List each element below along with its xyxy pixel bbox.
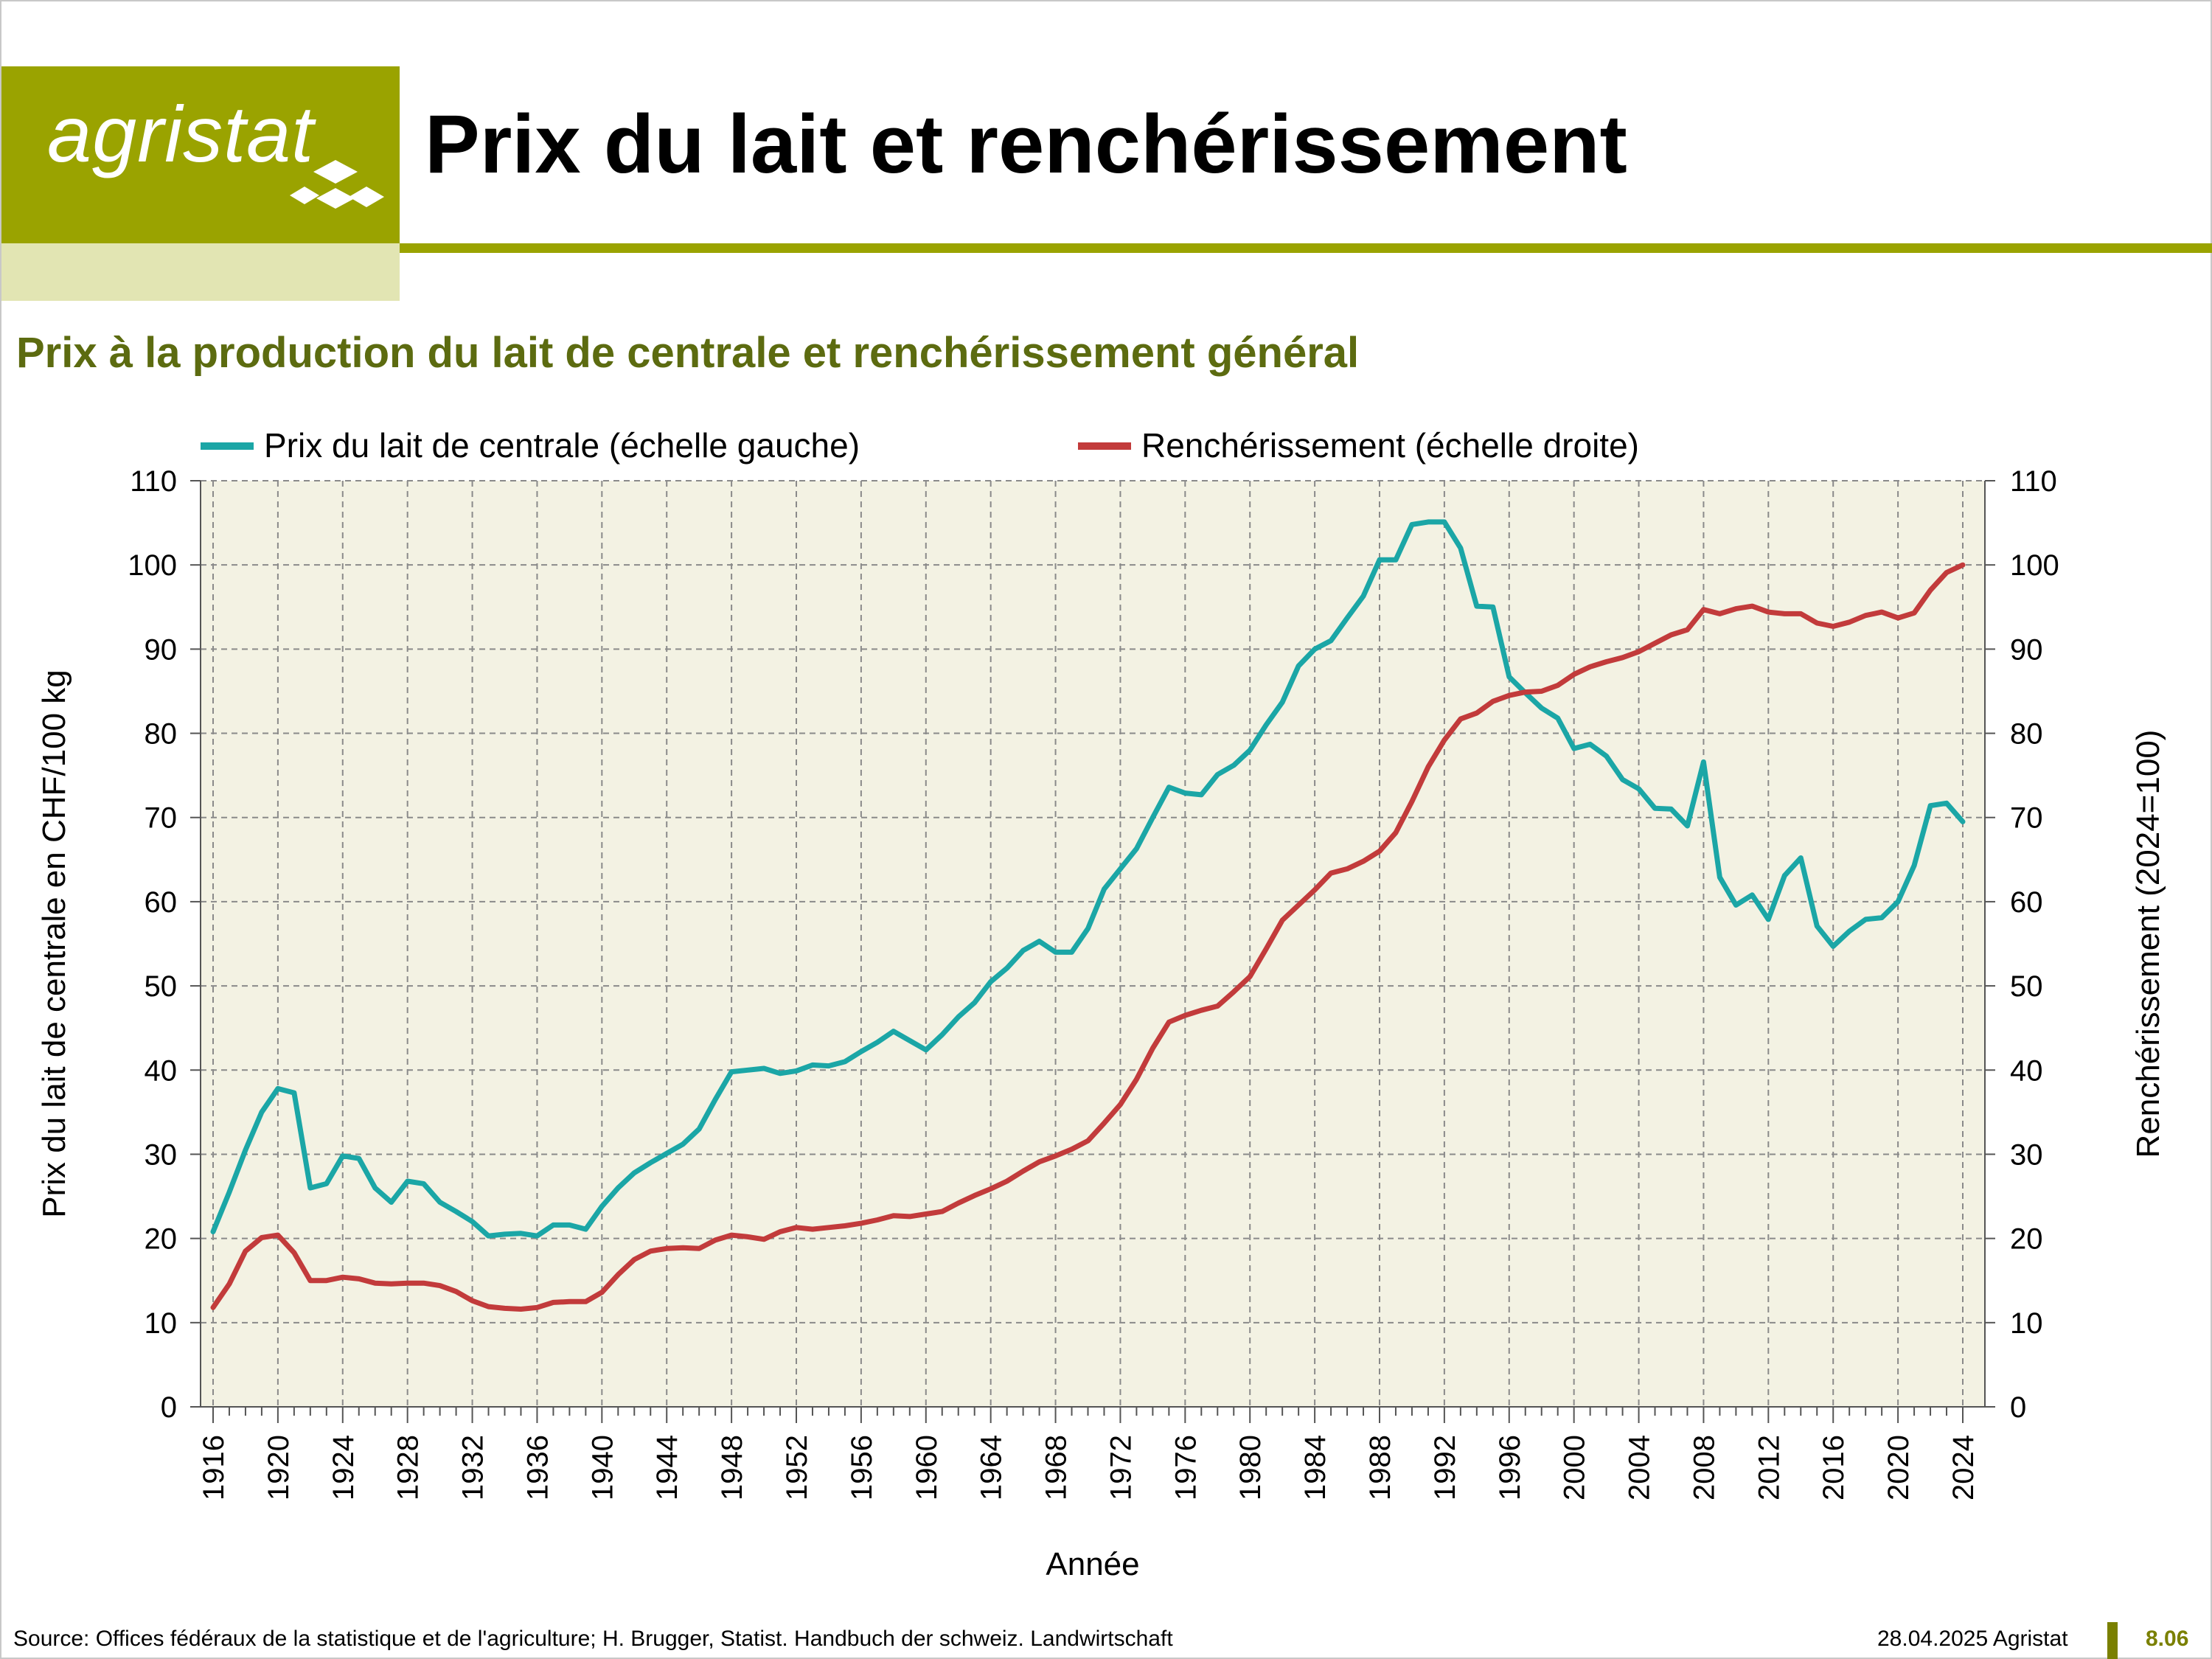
y-tick-label-right: 50 <box>2010 970 2043 1003</box>
y-tick-label-left: 110 <box>130 465 177 498</box>
chart-subtitle: Prix à la production du lait de centrale… <box>16 329 1360 377</box>
y-tick-label-right: 40 <box>2010 1054 2043 1087</box>
x-tick-label: 2004 <box>1624 1435 1656 1500</box>
y-tick-label-left: 10 <box>145 1307 178 1340</box>
x-tick-label: 1984 <box>1299 1435 1332 1500</box>
y-tick-label-left: 70 <box>145 802 178 835</box>
footer-source: Source: Offices fédéraux de la statistiq… <box>13 1627 1173 1651</box>
y-tick-label-left: 100 <box>128 549 177 582</box>
x-tick-label: 1972 <box>1105 1435 1137 1500</box>
x-tick-label: 1980 <box>1234 1435 1267 1500</box>
x-tick-label: 1968 <box>1040 1435 1073 1500</box>
x-tick-label: 2012 <box>1753 1435 1785 1500</box>
legend-label: Renchérissement (échelle droite) <box>1141 426 1639 465</box>
y-axis-title-right: Renchérissement (2024=100) <box>2130 730 2166 1158</box>
x-tick-label: 1952 <box>781 1435 813 1500</box>
y-tick-label-left: 30 <box>145 1138 178 1171</box>
logo <box>1 66 400 243</box>
y-tick-label-right: 90 <box>2010 633 2043 666</box>
x-tick-label: 2020 <box>1882 1435 1915 1500</box>
y-tick-label-left: 50 <box>145 970 178 1003</box>
x-tick-label: 1976 <box>1169 1435 1202 1500</box>
y-tick-label-right: 110 <box>2010 465 2057 498</box>
header-rule <box>400 243 2212 253</box>
y-tick-label-right: 100 <box>2010 549 2059 582</box>
x-tick-label: 1996 <box>1494 1435 1526 1500</box>
y-tick-label-left: 80 <box>145 718 178 751</box>
y-tick-label-left: 0 <box>161 1391 177 1424</box>
logo-diamond-icon <box>290 160 384 209</box>
x-tick-label: 1944 <box>651 1435 684 1500</box>
y-tick-label-right: 70 <box>2010 802 2043 835</box>
series-line-inflation <box>210 562 1966 1312</box>
page-number: 8.06 <box>2146 1627 2189 1651</box>
x-tick-label: 1916 <box>198 1435 230 1500</box>
x-tick-label: 1988 <box>1364 1435 1397 1500</box>
x-tick-label: 2000 <box>1559 1435 1591 1500</box>
x-tick-label: 1920 <box>262 1435 295 1500</box>
footer-divider <box>2107 1622 2118 1659</box>
y-tick-label-right: 60 <box>2010 886 2043 919</box>
x-tick-label: 2016 <box>1818 1435 1850 1500</box>
x-tick-label: 2008 <box>1688 1435 1720 1500</box>
logo-text: agristat <box>47 89 315 178</box>
y-axis-title-left: Prix du lait de centrale en CHF/100 kg <box>36 669 72 1218</box>
footer-date: 28.04.2025 Agristat <box>1877 1627 2068 1651</box>
y-tick-label-right: 10 <box>2010 1307 2043 1340</box>
logo-accent-band <box>1 243 400 301</box>
x-tick-label: 1948 <box>716 1435 748 1500</box>
x-tick-label: 2024 <box>1947 1435 1980 1500</box>
x-tick-label: 1992 <box>1429 1435 1461 1500</box>
x-tick-label: 1940 <box>586 1435 619 1500</box>
legend-label: Prix du lait de centrale (échelle gauche… <box>264 426 860 465</box>
x-tick-label: 1936 <box>521 1435 554 1500</box>
y-tick-label-left: 90 <box>145 633 178 666</box>
y-tick-label-right: 80 <box>2010 718 2043 751</box>
series-line-milk-price <box>210 519 1966 1239</box>
x-tick-label: 1960 <box>911 1435 943 1500</box>
y-tick-label-left: 20 <box>145 1223 178 1256</box>
y-tick-label-left: 40 <box>145 1054 178 1087</box>
y-tick-label-left: 60 <box>145 886 178 919</box>
x-tick-label: 1924 <box>327 1435 360 1500</box>
y-tick-label-right: 20 <box>2010 1223 2043 1256</box>
plot-area <box>201 481 1985 1407</box>
x-tick-label: 1928 <box>392 1435 425 1500</box>
y-tick-label-right: 0 <box>2010 1391 2026 1424</box>
x-tick-label: 1932 <box>457 1435 490 1500</box>
x-tick-label: 1956 <box>846 1435 878 1500</box>
x-axis-title: Année <box>1046 1546 1139 1582</box>
x-tick-label: 1964 <box>975 1435 1008 1500</box>
page-title: Prix du lait et renchérissement <box>425 98 1627 190</box>
y-tick-label-right: 30 <box>2010 1138 2043 1171</box>
chart: Prix du lait de centrale (échelle gauche… <box>36 426 2166 1582</box>
